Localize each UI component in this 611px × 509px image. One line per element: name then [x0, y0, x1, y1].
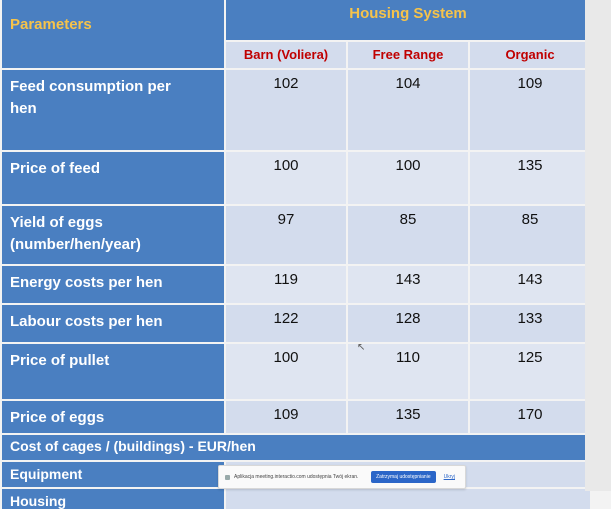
column-header-free-range: Free Range: [348, 42, 468, 68]
housing-system-title: Housing System: [349, 5, 467, 22]
parameters-header: Parameters: [2, 0, 224, 68]
table-cell: 119: [226, 266, 346, 303]
table-cell: 143: [470, 266, 590, 303]
row-label-feed-consumption: Feed consumption per hen: [2, 70, 224, 150]
row-label-price-of-feed: Price of feed: [2, 152, 224, 204]
table-cell: 110: [348, 344, 468, 399]
hide-bar-link[interactable]: Ukryj: [443, 474, 455, 480]
right-margin: [585, 0, 611, 491]
row-label-price-of-pullet: Price of pullet: [2, 344, 224, 399]
table-cell: 104: [348, 70, 468, 150]
table-cell: 97: [226, 206, 346, 264]
housing-system-header: Housing System: [226, 0, 590, 40]
table-cell: 109: [226, 401, 346, 433]
screen-share-bar: Aplikacja meeting.interactio.com udostęp…: [218, 465, 466, 489]
table-cell: 100: [348, 152, 468, 204]
row-label-price-of-eggs: Price of eggs: [2, 401, 224, 433]
parameters-title: Parameters: [10, 16, 92, 33]
table-cell: 170: [470, 401, 590, 433]
table-cell: 100: [226, 344, 346, 399]
row-label-energy-costs: Energy costs per hen: [2, 266, 224, 303]
column-header-barn: Barn (Voliera): [226, 42, 346, 68]
cost-section-label: Cost of cages / (buildings) - EUR/hen: [2, 435, 590, 460]
housing-value: [226, 489, 590, 509]
table-cell: 133: [470, 305, 590, 342]
table-cell: 102: [226, 70, 346, 150]
table-cell: 143: [348, 266, 468, 303]
row-label-housing: Housing: [2, 489, 224, 509]
housing-system-table: Parameters Housing System Barn (Voliera)…: [2, 0, 590, 509]
table-cell: 125: [470, 344, 590, 399]
mouse-cursor-icon: ↖: [357, 342, 366, 353]
column-header-organic: Organic: [470, 42, 590, 68]
row-label-labour-costs: Labour costs per hen: [2, 305, 224, 342]
table-cell: 135: [348, 401, 468, 433]
row-label-yield-of-eggs: Yield of eggs (number/hen/year): [2, 206, 224, 264]
stop-sharing-button[interactable]: Zatrzymaj udostępnianie: [371, 471, 436, 483]
table-cell: 128: [348, 305, 468, 342]
table-cell: 122: [226, 305, 346, 342]
table-cell: 85: [348, 206, 468, 264]
screen-share-icon: [225, 474, 230, 480]
table-cell: 85: [470, 206, 590, 264]
table-cell: 135: [470, 152, 590, 204]
row-label-equipment: Equipment: [2, 462, 224, 487]
screen-share-message: Aplikacja meeting.interactio.com udostęp…: [234, 474, 359, 480]
table-cell: 100: [226, 152, 346, 204]
table-cell: 109: [470, 70, 590, 150]
